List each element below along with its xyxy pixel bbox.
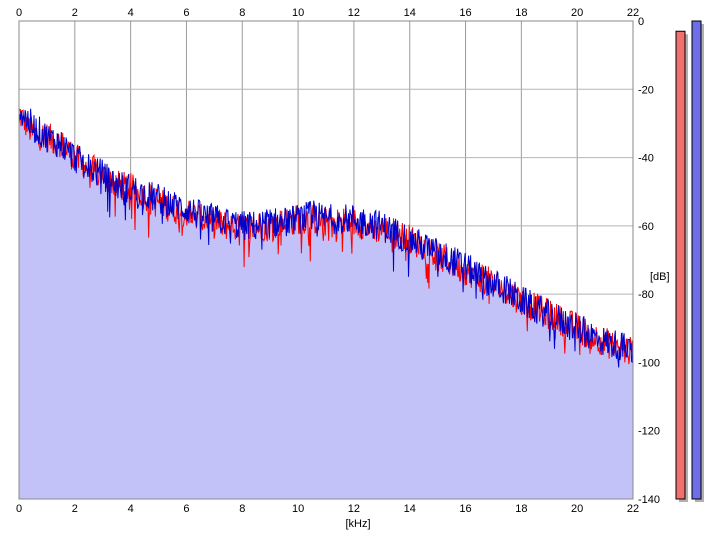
x-tick-labels-bottom: 0 2 4 6 8 10 12 14 16 18 20 22 — [16, 503, 639, 515]
x-tick-label-bottom: 8 — [239, 503, 245, 515]
plot-border — [18, 20, 634, 500]
x-tick-label-top: 16 — [459, 7, 471, 19]
y-tick-label: -80 — [638, 289, 654, 301]
level-meter-bar — [675, 30, 686, 500]
y-axis-label: [dB] — [650, 271, 670, 283]
x-tick-label-top: 6 — [183, 7, 189, 19]
x-tick-label-top: 4 — [128, 7, 134, 19]
x-axis-label: [kHz] — [345, 518, 370, 530]
y-tick-label: -120 — [638, 426, 660, 438]
x-tick-label-bottom: 10 — [292, 503, 304, 515]
level-meter-bar — [691, 20, 702, 500]
y-tick-labels: 0 -20 -40 -60 -80 -100 -120 -140 — [638, 16, 660, 506]
level-meters — [675, 20, 704, 502]
series-line-2 — [18, 108, 634, 368]
x-tick-label-top: 0 — [16, 7, 22, 19]
y-tick-label: -40 — [638, 153, 654, 165]
y-tick-label: -100 — [638, 357, 660, 369]
x-tick-label-bottom: 12 — [348, 503, 360, 515]
x-tick-label-top: 14 — [404, 7, 416, 19]
x-tick-labels-top: 0 2 4 6 8 10 12 14 16 18 20 22 — [16, 7, 639, 19]
x-tick-label-bottom: 6 — [183, 503, 189, 515]
y-tick-label: 0 — [638, 16, 644, 28]
y-tick-label: -140 — [638, 494, 660, 506]
x-tick-label-bottom: 22 — [627, 503, 639, 515]
y-tick-label: -60 — [638, 221, 654, 233]
x-tick-label-bottom: 14 — [404, 503, 416, 515]
x-tick-label-bottom: 18 — [515, 503, 527, 515]
x-tick-label-top: 20 — [571, 7, 583, 19]
x-tick-label-bottom: 4 — [128, 503, 134, 515]
x-tick-label-bottom: 0 — [16, 503, 22, 515]
x-tick-label-top: 12 — [348, 7, 360, 19]
x-tick-label-top: 18 — [515, 7, 527, 19]
series-layer — [18, 108, 634, 368]
x-tick-label-bottom: 2 — [72, 503, 78, 515]
y-tick-label: -20 — [638, 84, 654, 96]
x-tick-label-bottom: 20 — [571, 503, 583, 515]
x-tick-label-top: 22 — [627, 7, 639, 19]
x-tick-label-top: 10 — [292, 7, 304, 19]
x-tick-label-bottom: 16 — [459, 503, 471, 515]
x-tick-label-top: 8 — [239, 7, 245, 19]
x-tick-label-top: 2 — [72, 7, 78, 19]
